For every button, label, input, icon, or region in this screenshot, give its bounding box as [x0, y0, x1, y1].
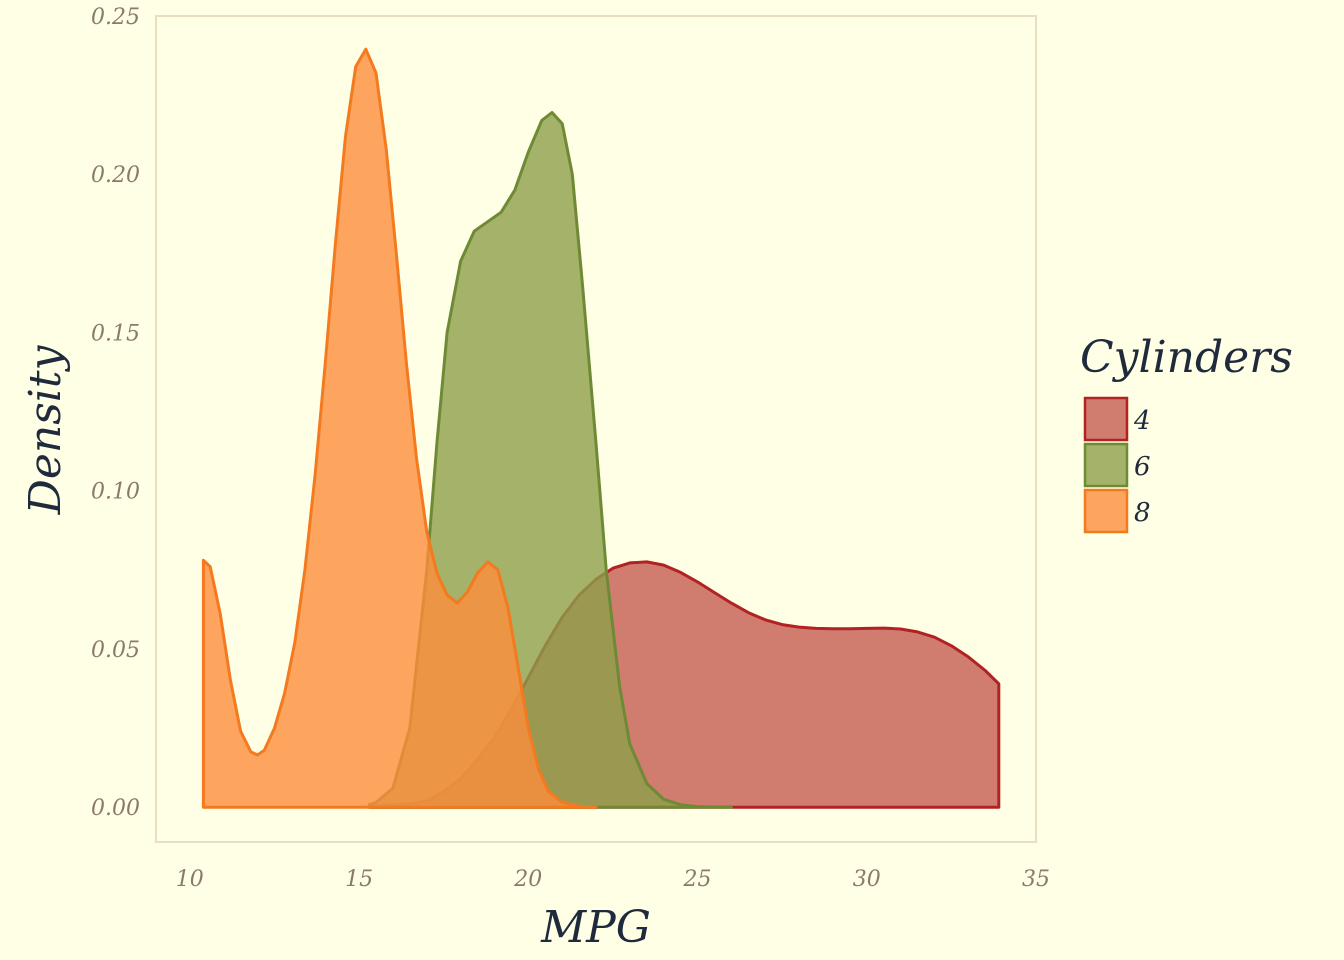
y-tick-label: 0.00	[91, 796, 140, 821]
legend-label-cyl-8: 8	[1134, 498, 1151, 528]
x-axis-tick-labels: 10 15 20 25 30 35	[176, 867, 1050, 892]
series-areas	[201, 47, 1001, 809]
legend-label-cyl-4: 4	[1133, 406, 1151, 436]
legend: Cylinders 4 6 8	[1080, 332, 1293, 534]
x-tick-label: 30	[853, 867, 881, 892]
y-tick-label: 0.20	[91, 163, 140, 188]
y-tick-label: 0.05	[91, 638, 140, 663]
plot-panel-border	[155, 15, 1037, 843]
legend-label-cyl-6: 6	[1134, 452, 1151, 482]
x-tick-label: 10	[176, 867, 204, 892]
x-axis-title: MPG	[540, 902, 651, 953]
x-tick-label: 35	[1022, 867, 1050, 892]
y-tick-label: 0.25	[91, 5, 140, 30]
y-axis-title: Density	[20, 344, 71, 515]
y-tick-label: 0.15	[91, 322, 140, 347]
y-axis-tick-labels: 0.00 0.05 0.10 0.15 0.20 0.25	[91, 5, 140, 821]
legend-key-cyl-4	[1083, 396, 1129, 442]
legend-key-cyl-6	[1083, 442, 1129, 488]
legend-key-cyl-8	[1083, 488, 1129, 534]
x-tick-label: 15	[345, 867, 373, 892]
x-tick-label: 25	[683, 867, 712, 892]
legend-title: Cylinders	[1080, 332, 1293, 383]
y-tick-label: 0.10	[91, 480, 140, 505]
x-tick-label: 20	[513, 867, 542, 892]
density-area-cyl-8	[201, 47, 598, 809]
